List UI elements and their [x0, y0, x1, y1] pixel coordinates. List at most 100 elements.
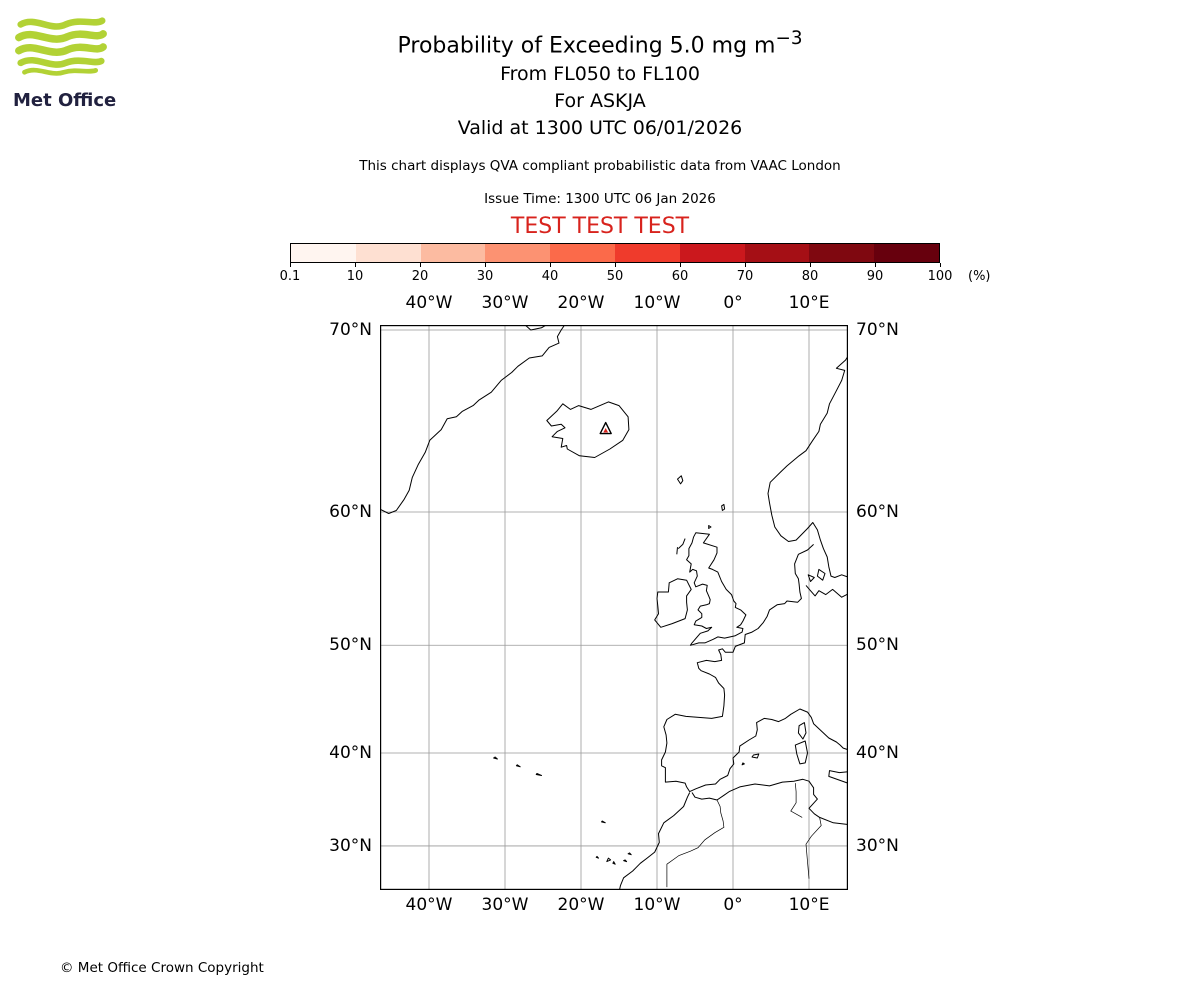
lat-label-right-30°N: 30°N — [856, 835, 899, 856]
coast-norway-sweden — [767, 355, 848, 578]
colorbar-unit-label: (%) — [968, 269, 991, 284]
colorbar-tickmark — [810, 263, 811, 267]
lat-label-right-60°N: 60°N — [856, 502, 899, 523]
colorbar-tickmark — [420, 263, 421, 267]
colorbar-segment-5 — [550, 244, 615, 262]
title-main: Probability of Exceeding 5.0 mg m — [397, 33, 776, 59]
colorbar-segment-2 — [355, 244, 421, 262]
colorbar-segment-1 — [291, 244, 356, 262]
lon-label-top-10°E: 10°E — [788, 293, 830, 313]
met-office-logo-text: Met Office — [13, 90, 117, 111]
lon-label-top-10°W: 10°W — [633, 293, 681, 313]
colorbar-tickmark — [745, 263, 746, 267]
lon-label-bottom-10°E: 10°E — [788, 895, 830, 915]
coast-great-britain — [686, 532, 747, 646]
colorbar-tick-20: 20 — [411, 269, 429, 284]
colorbar-tick-100: 100 — [927, 269, 953, 284]
probability-colorbar — [290, 243, 940, 263]
lon-label-bottom-40°W: 40°W — [405, 895, 453, 915]
colorbar-tickmark — [875, 263, 876, 267]
coast-sicily — [828, 770, 848, 784]
coast-azores-1 — [493, 756, 498, 760]
colorbar-tick-60: 60 — [671, 269, 689, 284]
map-gridlines — [380, 325, 848, 890]
border-algeria-libya — [805, 817, 822, 879]
lon-label-bottom-30°W: 30°W — [481, 895, 529, 915]
colorbar-tick-80: 80 — [801, 269, 819, 284]
colorbar-tickmark — [550, 263, 551, 267]
country-borders — [666, 783, 822, 888]
map-frame — [380, 325, 848, 890]
lon-label-top-0°: 0° — [723, 293, 743, 313]
colorbar-segment-3 — [420, 244, 486, 262]
colorbar-tick-90: 90 — [866, 269, 884, 284]
coast-shetland — [721, 503, 726, 511]
border-morocco-algeria — [666, 799, 725, 888]
lat-label-right-40°N: 40°N — [856, 743, 899, 764]
issue-time: Issue Time: 1300 UTC 06 Jan 2026 — [484, 191, 716, 207]
coast-canary-2 — [623, 859, 628, 863]
colorbar-segment-4 — [485, 244, 551, 262]
lat-label-left-30°N: 30°N — [329, 835, 372, 856]
coast-africa-atlantic — [618, 792, 691, 890]
colorbar-segment-7 — [679, 244, 745, 262]
coast-ibiza — [741, 762, 745, 766]
coast-iceland — [546, 401, 630, 458]
subtitle-volcano: For ASKJA — [554, 90, 646, 112]
title-exponent: −3 — [775, 28, 803, 49]
coast-madeira — [601, 820, 606, 824]
colorbar-tick-40: 40 — [541, 269, 559, 284]
lat-label-right-70°N: 70°N — [856, 319, 899, 340]
lat-label-left-70°N: 70°N — [329, 319, 372, 340]
volcano-marker-icon — [599, 421, 612, 435]
coast-greenland-east — [380, 325, 566, 514]
coast-canary-1 — [627, 852, 632, 856]
coast-faroe — [677, 475, 684, 485]
coast-baltic-south — [805, 585, 848, 598]
coast-azores-3 — [535, 773, 542, 776]
coast-zealand — [816, 568, 826, 581]
coast-orkney — [708, 525, 712, 529]
met-office-logo — [15, 17, 107, 76]
coast-funen — [807, 574, 815, 582]
coastlines — [380, 325, 848, 890]
colorbar-segment-9 — [809, 244, 875, 262]
border-algeria-tunisia — [790, 783, 803, 818]
coast-africa-mediterranean — [691, 778, 848, 825]
lat-label-left-40°N: 40°N — [329, 743, 372, 764]
lat-label-right-50°N: 50°N — [856, 635, 899, 656]
coast-jutland-continent — [661, 544, 848, 793]
copyright-notice: © Met Office Crown Copyright — [60, 960, 264, 976]
coast-canary-3 — [612, 861, 616, 865]
colorbar-tickmark — [680, 263, 681, 267]
lon-label-top-40°W: 40°W — [405, 293, 453, 313]
coast-corsica — [797, 722, 807, 740]
colorbar-tickmark — [290, 263, 291, 267]
coast-canary-4 — [606, 857, 612, 863]
colorbar-tick-50: 50 — [606, 269, 624, 284]
lon-label-top-30°W: 30°W — [481, 293, 529, 313]
colorbar-segment-8 — [744, 244, 810, 262]
lat-label-left-60°N: 60°N — [329, 502, 372, 523]
colorbar-tick-10: 10 — [346, 269, 364, 284]
colorbar-segment-6 — [614, 244, 680, 262]
lon-label-bottom-20°W: 20°W — [557, 895, 605, 915]
colorbar-tickmark — [940, 263, 941, 267]
lon-label-bottom-0°: 0° — [723, 895, 743, 915]
colorbar-tickmark — [615, 263, 616, 267]
test-banner: TEST TEST TEST — [510, 214, 690, 239]
subtitle-valid-time: Valid at 1300 UTC 06/01/2026 — [457, 117, 743, 139]
lon-label-bottom-10°W: 10°W — [633, 895, 681, 915]
coast-hebrides-2 — [676, 547, 678, 555]
colorbar-tick-70: 70 — [736, 269, 754, 284]
colorbar-tick-30: 30 — [476, 269, 494, 284]
colorbar-tickmark — [355, 263, 356, 267]
coast-hebrides-1 — [677, 538, 686, 549]
colorbar-tickmark — [485, 263, 486, 267]
subtitle-flight-levels: From FL050 to FL100 — [500, 63, 700, 85]
coast-azores-2 — [515, 764, 521, 768]
coast-majorca — [751, 753, 760, 759]
qva-note: This chart displays QVA compliant probab… — [359, 158, 841, 174]
colorbar-segment-10 — [874, 244, 939, 262]
map-canvas — [380, 325, 848, 890]
